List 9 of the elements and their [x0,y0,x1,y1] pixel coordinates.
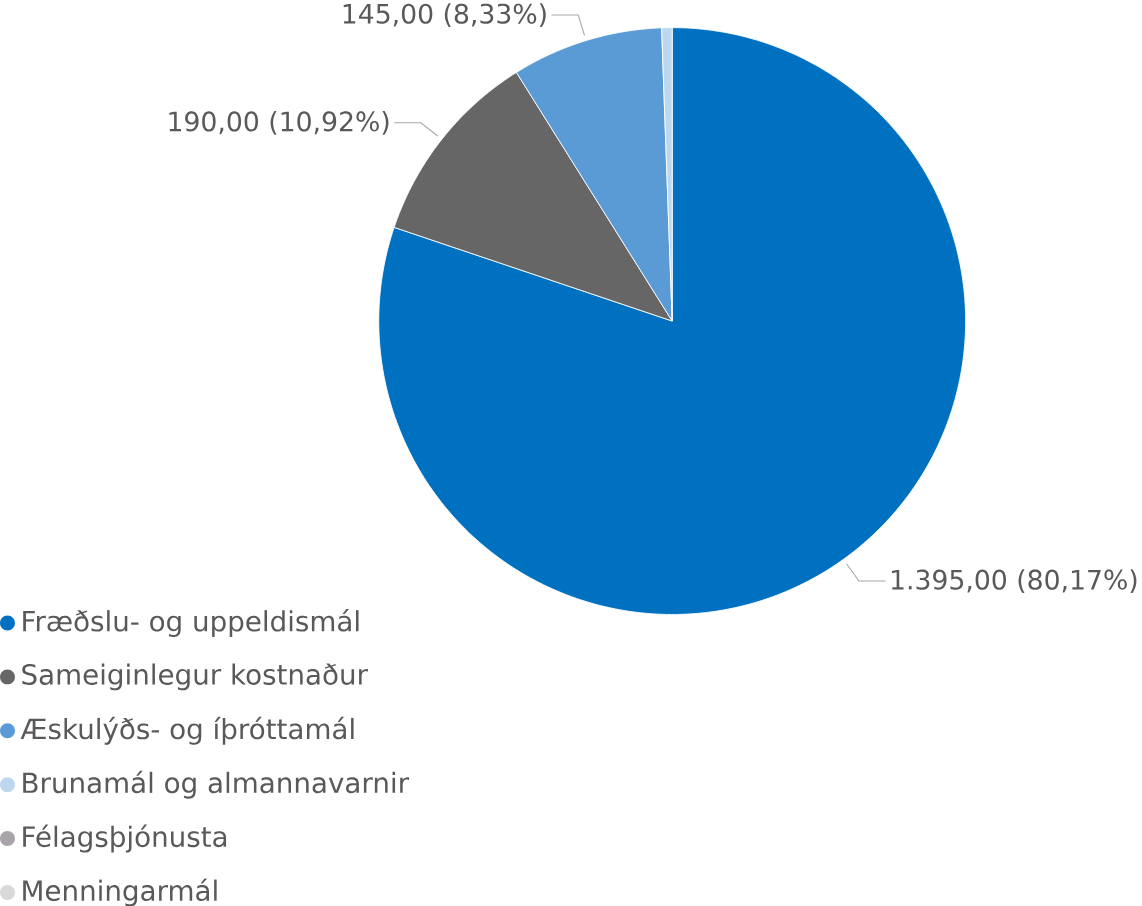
legend-label: Æskulýðs- og íþróttamál [20,716,354,745]
legend-label: Brunamál og almannavarnir [23,770,410,799]
data-label: 145,00 (8,33%) [343,2,546,27]
legend-label: Sameiginlegur kostnaður [22,663,368,691]
legend-label: Félagsþjónusta [23,824,227,853]
legend-label: Fræðslu- og uppeldismál [23,608,359,637]
data-label: 1.395,00 (80,17%) [891,568,1137,593]
data-label: 190,00 (10,92%) [169,110,389,135]
legend-label: Menningarmál [23,878,217,906]
